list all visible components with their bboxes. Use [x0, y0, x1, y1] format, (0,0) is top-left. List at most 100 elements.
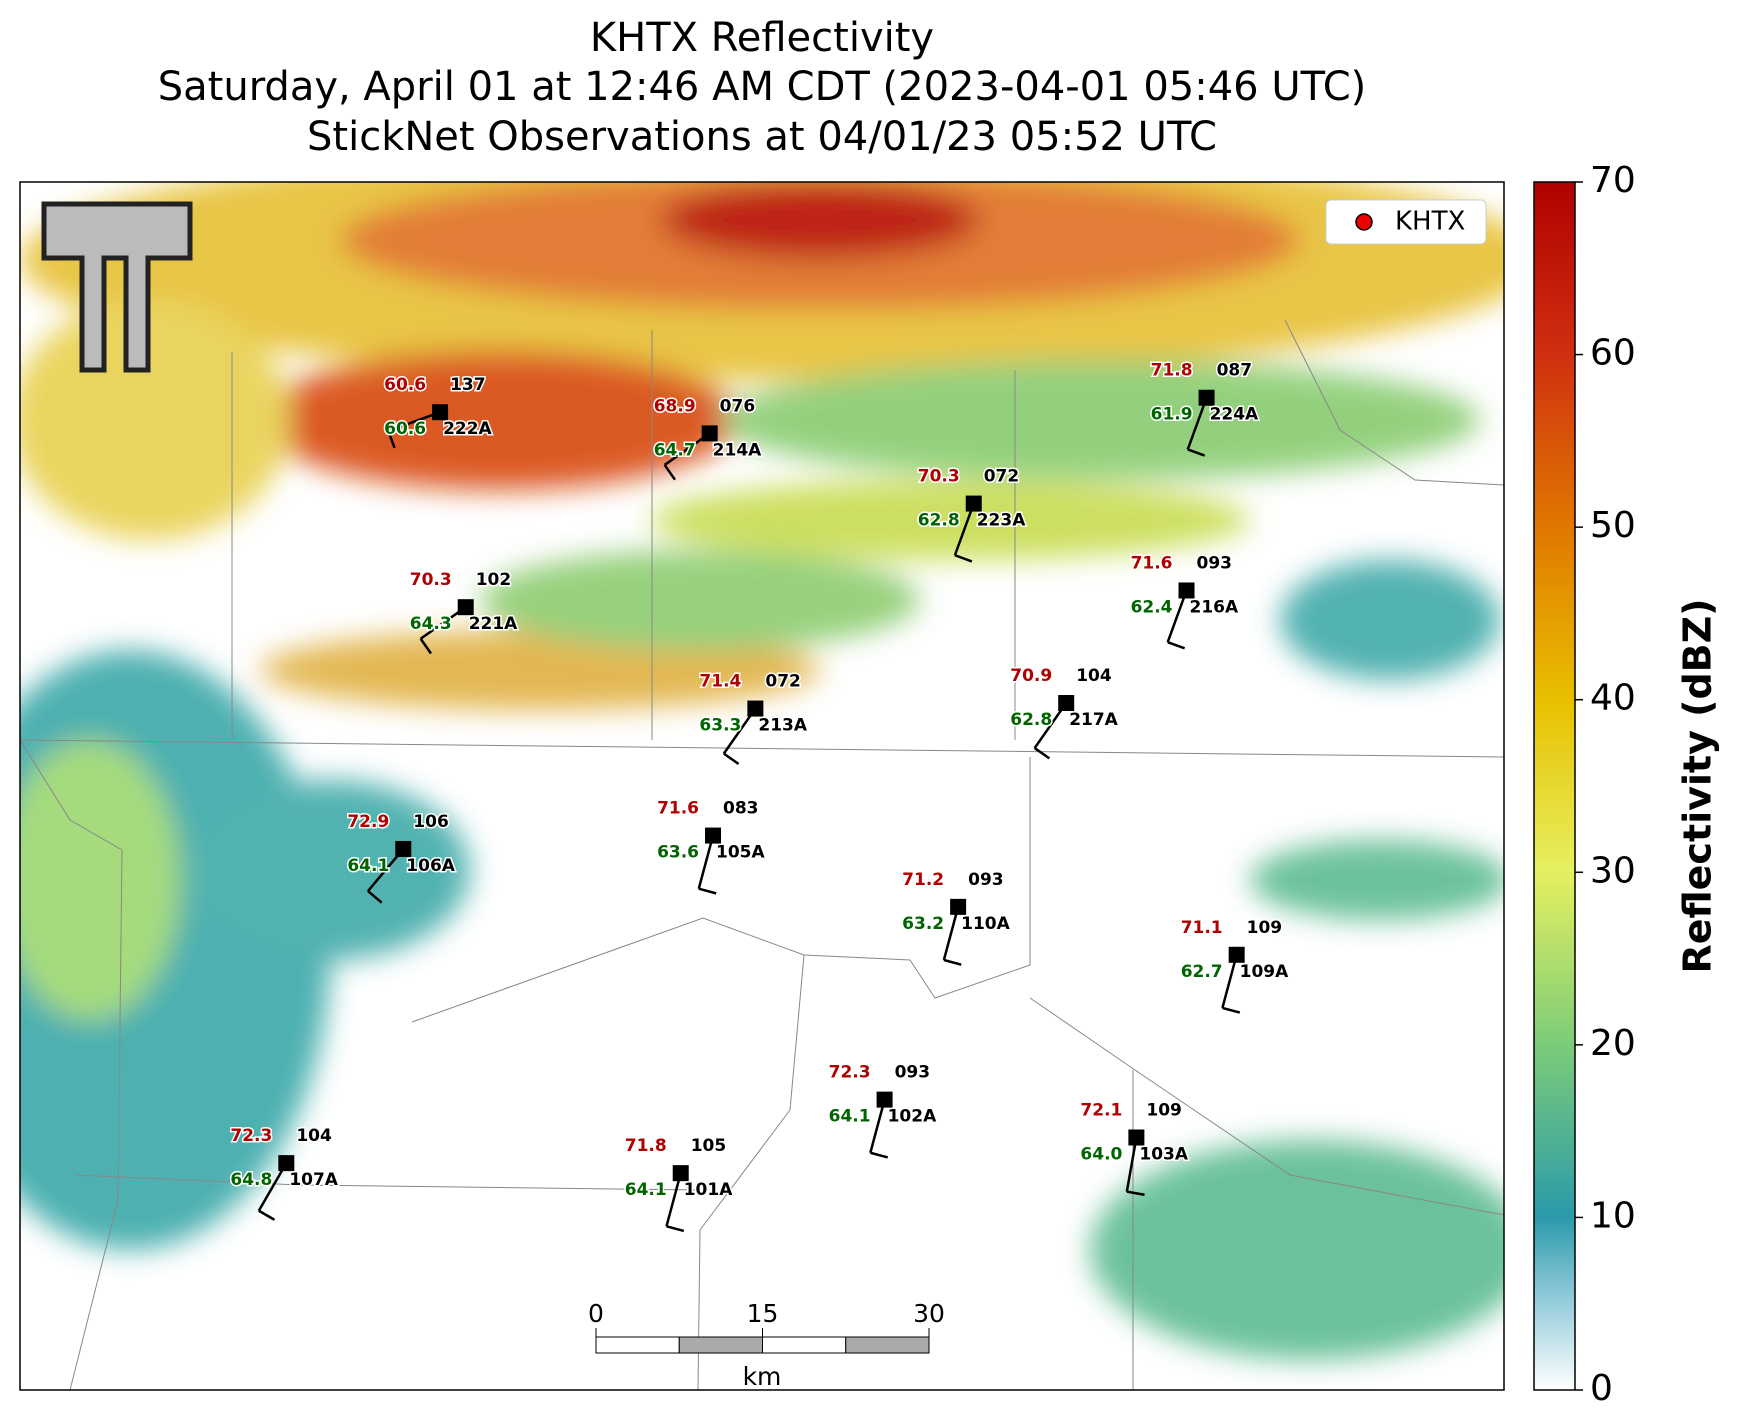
- station: 71.6 093 62.4 216A: [1129, 552, 1241, 650]
- dewpoint: 64.8: [230, 1170, 272, 1190]
- station: 70.3 102 64.3 221A: [408, 569, 520, 655]
- wind-barb: [954, 554, 973, 563]
- colorbar-tick-label: 60: [1590, 333, 1636, 374]
- temperature: 70.9: [1010, 666, 1052, 686]
- pressure: 104: [296, 1126, 332, 1146]
- station-id: 214A: [713, 440, 762, 460]
- pressure: 109: [1146, 1100, 1182, 1120]
- wind-barb: [1222, 1006, 1241, 1014]
- station: 71.1 109 62.7 109A: [1179, 916, 1291, 1014]
- wind-barb: [258, 1209, 276, 1221]
- dewpoint: 62.4: [1131, 597, 1173, 617]
- station-marker: [705, 827, 722, 844]
- station: 71.8 105 64.1 101A: [623, 1135, 735, 1233]
- wind-barb: [387, 430, 396, 449]
- pressure: 072: [984, 467, 1020, 487]
- title: KHTX Reflectivity: [590, 15, 934, 61]
- wind-staff: [1166, 590, 1188, 643]
- station-id: 221A: [469, 614, 518, 634]
- wind-barb: [1167, 640, 1186, 650]
- colorbar-scale: [1533, 181, 1576, 1391]
- station-id: 105A: [716, 843, 765, 863]
- pressure: 109: [1247, 918, 1283, 938]
- pressure: 137: [450, 375, 486, 395]
- pressure: 105: [691, 1136, 727, 1156]
- wind-staff: [1186, 397, 1208, 450]
- temperature: 72.9: [347, 812, 389, 832]
- station-id: 223A: [977, 511, 1026, 531]
- temperature: 68.9: [654, 396, 696, 416]
- subtitle: Saturday, April 01 at 12:46 AM CDT (2023…: [158, 64, 1366, 110]
- station-marker: [950, 898, 967, 915]
- dewpoint: 62.8: [1010, 710, 1052, 730]
- station-marker: [278, 1155, 295, 1172]
- station-marker: [1228, 946, 1245, 963]
- station-id: 102A: [888, 1107, 937, 1127]
- wind-staff: [387, 411, 441, 433]
- scale-segment: [595, 1336, 680, 1354]
- station-marker: [1128, 1129, 1145, 1146]
- radar-echoes: [20, 182, 1504, 1360]
- station: 72.3 093 64.1 102A: [827, 1061, 939, 1159]
- wind-barb: [666, 1225, 685, 1233]
- colorbar-tick-label: 70: [1590, 160, 1636, 201]
- colorbar-label: Reflectivity (dBZ): [1676, 598, 1720, 973]
- station-id: 110A: [961, 914, 1010, 934]
- wind-staff: [953, 503, 975, 556]
- scale-tick-label: 30: [913, 1299, 945, 1328]
- colorbar-tick-label: 0: [1590, 1368, 1613, 1409]
- dewpoint: 62.7: [1181, 962, 1223, 982]
- station-id: 213A: [758, 716, 807, 736]
- station-marker: [876, 1091, 893, 1108]
- station-marker: [747, 700, 764, 717]
- station-marker: [1178, 582, 1195, 599]
- stations: 60.6 137 60.6 222A 68.9 076 64.7 214A 71.8 087 61.…: [229, 359, 1291, 1233]
- colorbar-tick-label: 20: [1590, 1023, 1636, 1064]
- scale-segment: [845, 1336, 930, 1354]
- scale-bar: km 0 15 30: [588, 1299, 945, 1391]
- station: 60.6 137 60.6 222A: [383, 374, 494, 449]
- pressure: 093: [968, 870, 1004, 890]
- dewpoint: 60.6: [384, 419, 426, 439]
- dewpoint: 61.9: [1151, 405, 1193, 425]
- pressure: 102: [476, 570, 512, 590]
- station: 72.1 109 64.0 103A: [1079, 1099, 1190, 1197]
- station-marker: [1058, 694, 1075, 711]
- scale-segment: [678, 1336, 763, 1354]
- wind-staff: [1221, 954, 1238, 1009]
- temperature: 72.1: [1080, 1100, 1122, 1120]
- colorbar-tick-label: 30: [1590, 850, 1636, 891]
- subtitle: StickNet Observations at 04/01/23 05:52 …: [307, 114, 1217, 160]
- station: 68.9 076 64.7 214A: [652, 395, 764, 481]
- pressure: 072: [765, 672, 801, 692]
- temperature: 71.8: [625, 1136, 667, 1156]
- wind-barb: [419, 638, 432, 655]
- pressure: 093: [1197, 553, 1233, 573]
- scale-tick-label: 15: [747, 1299, 779, 1328]
- station: 71.4 072 63.3 213A: [698, 670, 809, 765]
- dewpoint: 64.1: [347, 856, 389, 876]
- wind-barb: [367, 890, 383, 904]
- station-id: 101A: [684, 1180, 733, 1200]
- colorbar-tick-label: 40: [1590, 678, 1636, 719]
- colorbar-tick-label: 50: [1590, 505, 1636, 546]
- scale-tick-label: 0: [588, 1299, 604, 1328]
- wind-staff: [942, 906, 960, 961]
- dewpoint: 64.7: [654, 440, 696, 460]
- station-id: 106A: [406, 856, 455, 876]
- station-id: 107A: [289, 1170, 338, 1190]
- dewpoint: 63.2: [902, 914, 944, 934]
- temperature: 71.8: [1151, 361, 1193, 381]
- wind-staff: [697, 835, 715, 890]
- dewpoint: 63.3: [699, 716, 741, 736]
- temperature: 60.6: [384, 375, 426, 395]
- station-id: 217A: [1069, 710, 1118, 730]
- dewpoint: 64.3: [410, 614, 452, 634]
- station-id: 109A: [1240, 962, 1289, 982]
- station-marker: [395, 840, 412, 857]
- station: 71.8 087 61.9 224A: [1149, 359, 1261, 457]
- temperature: 72.3: [230, 1126, 272, 1146]
- pressure: 087: [1217, 361, 1253, 381]
- wind-barb: [870, 1151, 889, 1159]
- station-marker: [1198, 389, 1215, 406]
